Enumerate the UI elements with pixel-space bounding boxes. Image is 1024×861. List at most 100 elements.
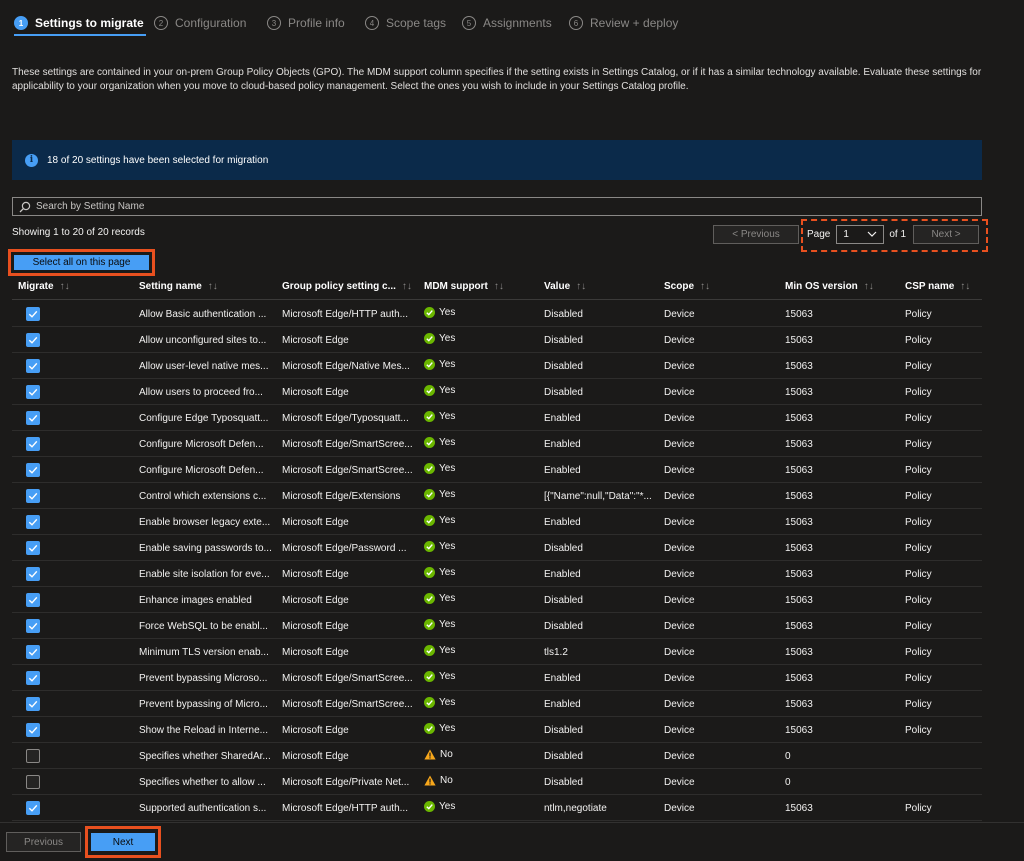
mdm-support-cell: Yes bbox=[424, 515, 539, 526]
checkmark-icon bbox=[28, 310, 38, 318]
step-settings-to-migrate[interactable]: 1 Settings to migrate bbox=[14, 12, 146, 36]
migrate-checkbox[interactable] bbox=[26, 697, 40, 711]
table-row[interactable]: Supported authentication s... Microsoft E… bbox=[12, 795, 982, 821]
column-header-migrate[interactable]: Migrate ↑↓ bbox=[18, 281, 70, 292]
scope-cell: Device bbox=[664, 439, 695, 450]
step-review-deploy[interactable]: 6 Review + deploy bbox=[569, 12, 678, 34]
column-header-label: Group policy setting c... bbox=[282, 281, 396, 292]
value-cell: Enabled bbox=[544, 439, 581, 450]
value-cell: Enabled bbox=[544, 673, 581, 684]
checkmark-icon bbox=[28, 336, 38, 344]
migrate-checkbox[interactable] bbox=[26, 567, 40, 581]
column-header-min-os-version[interactable]: Min OS version ↑↓ bbox=[785, 281, 874, 292]
sort-icon: ↑↓ bbox=[59, 281, 70, 292]
migrate-checkbox[interactable] bbox=[26, 463, 40, 477]
migrate-checkbox[interactable] bbox=[26, 593, 40, 607]
page-select[interactable]: 1 bbox=[836, 224, 885, 244]
column-header-label: MDM support bbox=[424, 281, 488, 292]
table-row[interactable]: Specifies whether to allow ... Microsoft … bbox=[12, 769, 982, 795]
value-cell: Disabled bbox=[544, 387, 583, 398]
table-row[interactable]: Allow unconfigured sites to... Microsoft … bbox=[12, 327, 982, 353]
column-header-value[interactable]: Value ↑↓ bbox=[544, 281, 586, 292]
table-row[interactable]: Enable saving passwords to... Microsoft E… bbox=[12, 535, 982, 561]
check-circle-icon bbox=[424, 567, 435, 578]
value-cell: [{"Name":null,"Data":"*... bbox=[544, 491, 652, 502]
search-input[interactable] bbox=[36, 201, 936, 212]
value-cell: Disabled bbox=[544, 543, 583, 554]
migrate-checkbox[interactable] bbox=[26, 333, 40, 347]
footer-previous-button[interactable]: Previous bbox=[6, 832, 81, 852]
mdm-support-text: Yes bbox=[439, 437, 456, 448]
table-row[interactable]: Configure Microsoft Defen... Microsoft Ed… bbox=[12, 457, 982, 483]
scope-cell: Device bbox=[664, 647, 695, 658]
table-row[interactable]: Enable site isolation for eve... Microsof… bbox=[12, 561, 982, 587]
migrate-checkbox[interactable] bbox=[26, 801, 40, 815]
column-header-csp-name[interactable]: CSP name ↑↓ bbox=[905, 281, 970, 292]
table-row[interactable]: Minimum TLS version enab... Microsoft Edg… bbox=[12, 639, 982, 665]
value-cell: Disabled bbox=[544, 621, 583, 632]
migrate-checkbox[interactable] bbox=[26, 723, 40, 737]
step-number: 5 bbox=[462, 16, 476, 30]
min-os-cell: 15063 bbox=[785, 725, 813, 736]
table-row[interactable]: Enhance images enabled Microsoft Edge Disa… bbox=[12, 587, 982, 613]
table-row[interactable]: Prevent bypassing Microso... Microsoft Ed… bbox=[12, 665, 982, 691]
step-profile-info[interactable]: 3 Profile info bbox=[267, 12, 345, 34]
footer-next-button[interactable]: Next bbox=[90, 832, 156, 852]
migrate-checkbox[interactable] bbox=[26, 541, 40, 555]
migrate-checkbox[interactable] bbox=[26, 437, 40, 451]
step-assignments[interactable]: 5 Assignments bbox=[462, 12, 552, 34]
migrate-checkbox[interactable] bbox=[26, 671, 40, 685]
table-row[interactable]: Specifies whether SharedAr... Microsoft E… bbox=[12, 743, 982, 769]
table-row[interactable]: Allow Basic authentication ... Microsoft … bbox=[12, 301, 982, 327]
step-number: 2 bbox=[154, 16, 168, 30]
mdm-support-text: Yes bbox=[439, 385, 456, 396]
check-circle-icon bbox=[424, 359, 435, 370]
select-all-button[interactable]: Select all on this page bbox=[13, 254, 150, 271]
migrate-checkbox[interactable] bbox=[26, 359, 40, 373]
mdm-support-text: Yes bbox=[439, 489, 456, 500]
column-header-label: CSP name bbox=[905, 281, 955, 292]
table-row[interactable]: Prevent bypassing of Micro... Microsoft E… bbox=[12, 691, 982, 717]
table-row[interactable]: Allow users to proceed fro... Microsoft E… bbox=[12, 379, 982, 405]
column-header-mdm-support[interactable]: MDM support ↑↓ bbox=[424, 281, 504, 292]
migrate-checkbox[interactable] bbox=[26, 385, 40, 399]
migrate-checkbox[interactable] bbox=[26, 749, 40, 763]
column-header-scope[interactable]: Scope ↑↓ bbox=[664, 281, 710, 292]
mdm-support-cell: Yes bbox=[424, 593, 539, 604]
min-os-cell: 0 bbox=[785, 777, 791, 788]
table-row[interactable]: Configure Microsoft Defen... Microsoft Ed… bbox=[12, 431, 982, 457]
table-row[interactable]: Allow user-level native mes... Microsoft … bbox=[12, 353, 982, 379]
search-box[interactable] bbox=[12, 197, 982, 216]
mdm-support-cell: Yes bbox=[424, 619, 539, 630]
migrate-checkbox[interactable] bbox=[26, 515, 40, 529]
migrate-checkbox[interactable] bbox=[26, 489, 40, 503]
setting-name-cell: Prevent bypassing Microso... bbox=[139, 673, 268, 684]
migrate-checkbox[interactable] bbox=[26, 645, 40, 659]
table-row[interactable]: Force WebSQL to be enabl... Microsoft Edg… bbox=[12, 613, 982, 639]
min-os-cell: 15063 bbox=[785, 439, 813, 450]
mdm-support-cell: Yes bbox=[424, 307, 539, 318]
pager-next-button[interactable]: Next > bbox=[913, 224, 980, 244]
table-row[interactable]: Configure Edge Typosquatt... Microsoft Ed… bbox=[12, 405, 982, 431]
step-configuration[interactable]: 2 Configuration bbox=[154, 12, 246, 34]
csp-name-cell: Policy bbox=[905, 621, 932, 632]
checkmark-icon bbox=[28, 518, 38, 526]
table-row[interactable]: Enable browser legacy exte... Microsoft E… bbox=[12, 509, 982, 535]
migrate-checkbox[interactable] bbox=[26, 619, 40, 633]
check-circle-icon bbox=[424, 333, 435, 344]
column-header-setting-name[interactable]: Setting name ↑↓ bbox=[139, 281, 218, 292]
setting-name-cell: Enable browser legacy exte... bbox=[139, 517, 271, 528]
migrate-checkbox[interactable] bbox=[26, 307, 40, 321]
migrate-checkbox[interactable] bbox=[26, 775, 40, 789]
column-header-label: Min OS version bbox=[785, 281, 858, 292]
migrate-checkbox[interactable] bbox=[26, 411, 40, 425]
table-row[interactable]: Control which extensions c... Microsoft E… bbox=[12, 483, 982, 509]
pager-previous-button[interactable]: < Previous bbox=[713, 224, 799, 244]
setting-name-cell: Supported authentication s... bbox=[139, 803, 267, 814]
column-header-group-policy[interactable]: Group policy setting c... ↑↓ bbox=[282, 281, 412, 292]
wizard-steps: 1 Settings to migrate 2 Configuration 3 … bbox=[0, 0, 1024, 40]
pagination: < Previous Page 1 of 1 Next > bbox=[713, 224, 980, 244]
mdm-support-text: No bbox=[440, 749, 453, 760]
step-scope-tags[interactable]: 4 Scope tags bbox=[365, 12, 446, 34]
table-row[interactable]: Show the Reload in Interne... Microsoft E… bbox=[12, 717, 982, 743]
